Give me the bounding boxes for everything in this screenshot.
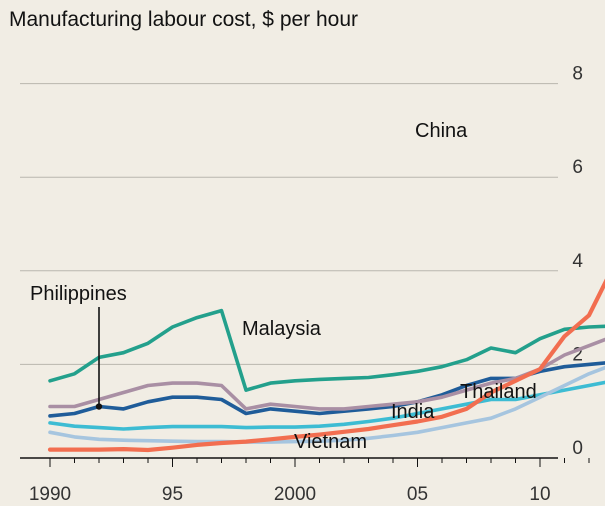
label-philippines: Philippines [30,283,127,305]
series-line-thailand [48,337,605,411]
y-tick-label: 6 [572,157,583,178]
y-tick-label: 2 [572,344,583,365]
x-tick-label: 1990 [29,484,71,505]
axis-layer: 02468199095200005101522 [20,64,590,505]
series-line-malaysia [48,308,605,392]
grid-layer [20,83,558,365]
chart-title: Manufacturing labour cost, $ per hour [9,8,358,31]
x-tick-label: 2000 [274,484,316,505]
x-tick-label: 95 [162,484,183,505]
annotation-layer: China Malaysia Philippines Thailand Indi… [30,120,537,453]
y-tick-label: 4 [572,251,583,272]
label-vietnam: Vietnam [294,431,367,453]
label-china: China [415,120,468,142]
y-tick-label: 0 [572,438,583,459]
series-line-vietnam [48,365,605,444]
y-tick-label: 8 [572,64,583,85]
philippines-pointer-dot [95,403,103,410]
x-tick-label: 05 [407,484,428,505]
series-line-india [48,380,605,431]
x-tick-label: 10 [529,484,550,505]
series-line-china [47,278,605,453]
series-line-philippines [48,361,605,418]
label-thailand: Thailand [460,381,537,403]
label-malaysia: Malaysia [242,318,322,340]
series-layer [47,278,605,453]
label-india: India [391,401,435,423]
